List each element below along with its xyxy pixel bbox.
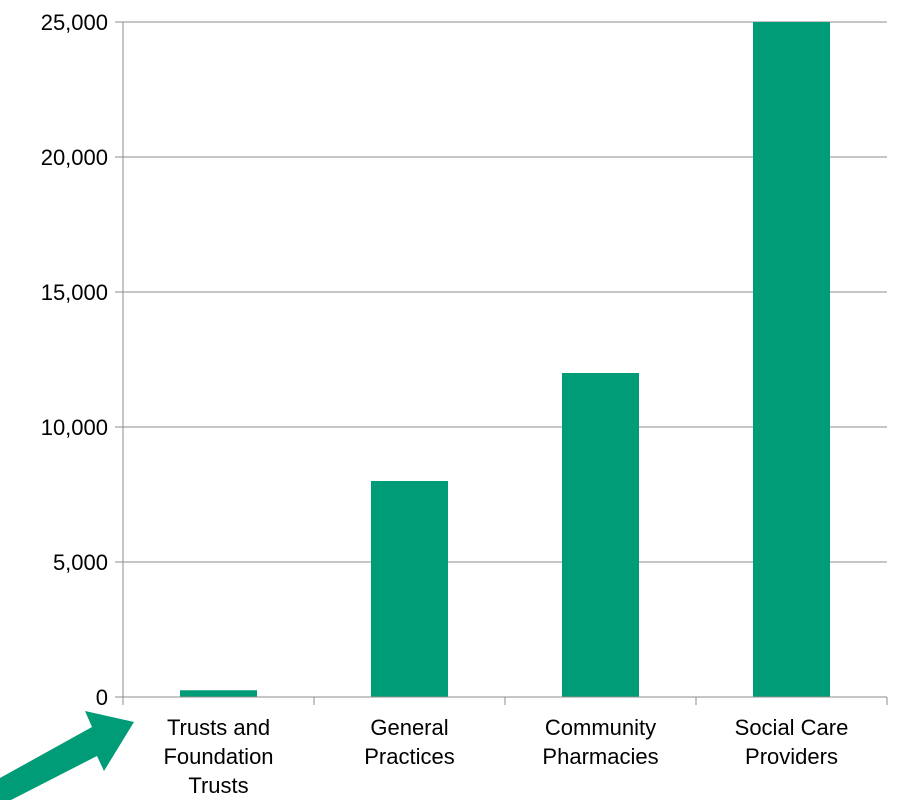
bars — [180, 22, 830, 697]
bar — [562, 373, 639, 697]
y-tick-label: 5,000 — [53, 550, 108, 575]
x-category-label: Trusts and Foundation Trusts — [163, 715, 273, 798]
axes — [122, 22, 888, 705]
bar — [180, 690, 257, 697]
x-category-label: Community Pharmacies — [542, 715, 658, 769]
x-category-label: Social Care Providers — [735, 715, 849, 769]
bar — [753, 22, 830, 697]
x-axis-category-labels: Trusts and Foundation Trusts General Practic… — [163, 715, 848, 798]
y-tick-label: 15,000 — [41, 280, 108, 305]
y-tick-label: 10,000 — [41, 415, 108, 440]
x-category-label: General Practices — [364, 715, 454, 769]
bar — [371, 481, 448, 697]
y-tick-label: 20,000 — [41, 145, 108, 170]
arrow-icon — [0, 711, 134, 800]
y-tick-label: 25,000 — [41, 10, 108, 35]
y-tick-label: 0 — [96, 685, 108, 710]
y-axis-tick-labels: 0 5,000 10,000 15,000 20,000 25,000 — [41, 10, 108, 710]
